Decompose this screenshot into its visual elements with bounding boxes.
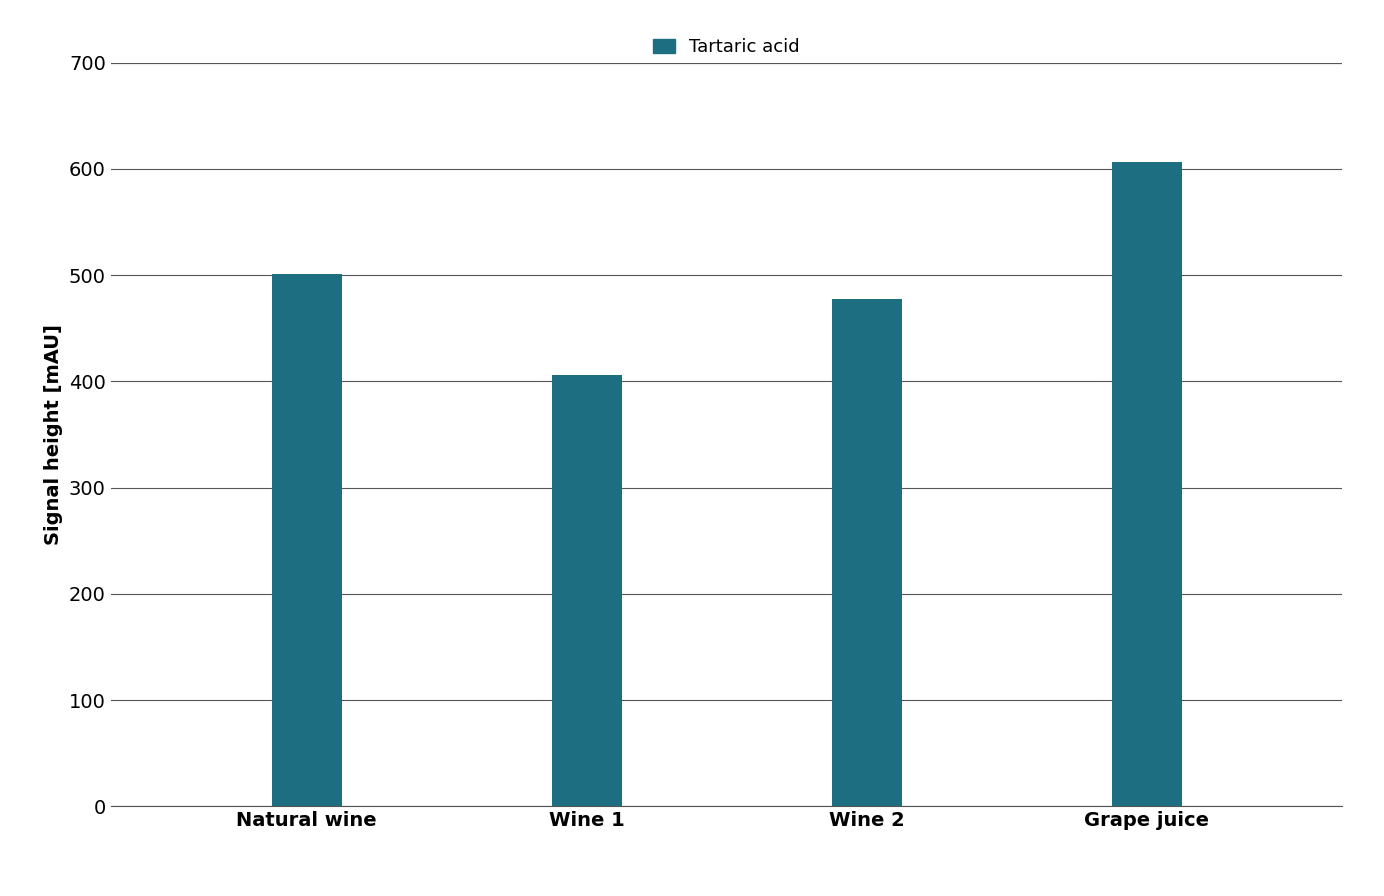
Bar	[552, 375, 621, 806]
Y-axis label: Signal height [mAU]: Signal height [mAU]	[44, 324, 64, 545]
Bar	[271, 274, 342, 806]
Legend: Tartaric acid: Tartaric acid	[646, 30, 807, 64]
Bar	[1111, 161, 1182, 806]
Bar	[832, 298, 901, 806]
